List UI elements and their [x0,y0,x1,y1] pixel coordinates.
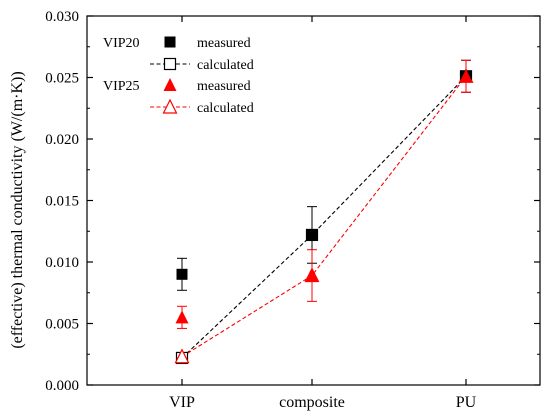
data-point [175,310,189,324]
x-tick-label: PU [456,394,477,411]
y-tick-label: 0.010 [45,255,79,271]
legend-marker [163,78,177,91]
data-point [459,69,473,83]
legend-label: calculated [197,101,254,116]
legend-marker [163,57,177,71]
legend: VIP20 measured calculated VIP25 measured calc… [103,36,254,116]
y-axis-title: (effective) thermal conductivity (W/(m·K… [9,71,26,348]
data-point [306,229,318,241]
y-tick-label: 0.020 [45,132,79,148]
y-tick-label: 0.015 [45,194,79,210]
data-point [176,268,188,280]
x-tick-label: composite [279,394,345,411]
legend-label: calculated [197,58,254,73]
axes: 0.000 0.005 0.010 0.015 0.020 0.025 0.030 VIP co… [45,9,541,411]
legend-group-title: VIP20 [103,36,140,51]
plot-marks [174,59,474,365]
legend-marker [164,36,176,48]
data-point [305,268,319,282]
legend-label: measured [197,36,251,51]
legend-label: measured [197,79,251,94]
x-tick-label: VIP [169,394,195,411]
data-point [174,348,190,364]
legend-group-title: VIP25 [103,79,140,94]
y-tick-label: 0.025 [45,71,79,87]
legend-marker [162,98,178,114]
y-tick-label: 0.005 [45,317,79,333]
y-tick-label: 0.030 [45,9,79,25]
y-tick-label: 0.000 [45,378,79,394]
